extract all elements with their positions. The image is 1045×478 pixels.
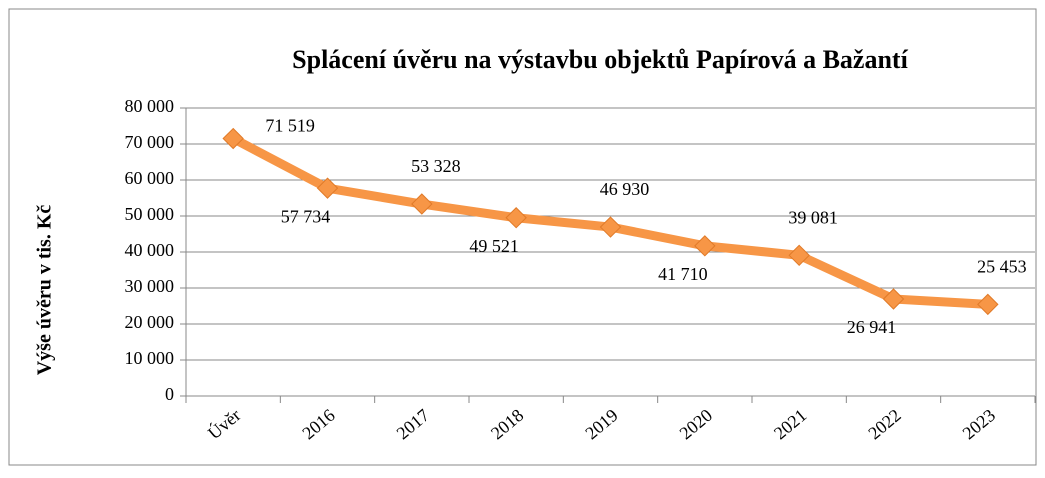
marker: [316, 177, 339, 199]
chart-frame: [8, 8, 1037, 466]
y-axis-label: Výše úvěru v tis. Kč: [34, 205, 56, 376]
data-label: 71 519: [265, 116, 315, 136]
y-tick-label: 60 000: [125, 168, 175, 188]
data-label: 53 328: [411, 156, 461, 176]
marker: [977, 293, 999, 316]
marker: [788, 244, 810, 267]
marker: [599, 216, 622, 238]
marker: [222, 127, 244, 150]
y-tick-label: 40 000: [125, 240, 175, 260]
marker: [882, 288, 905, 310]
y-tick-label: 30 000: [125, 276, 175, 296]
y-tick-label: 80 000: [125, 96, 175, 116]
y-tick-label: 0: [165, 384, 174, 404]
y-tick-label: 70 000: [125, 132, 175, 152]
data-label: 46 930: [600, 179, 650, 199]
data-label: 39 081: [788, 207, 838, 227]
y-tick-label: 10 000: [125, 348, 175, 368]
data-label: 25 453: [977, 256, 1027, 276]
chart-title: Splácení úvěru na výstavbu objektů Papír…: [292, 45, 908, 74]
data-label: 57 734: [281, 206, 331, 226]
marker: [505, 207, 527, 229]
y-tick-label: 50 000: [125, 204, 175, 224]
marker: [411, 193, 433, 215]
marker: [694, 235, 716, 257]
data-label: 49 521: [469, 236, 519, 256]
y-tick-label: 20 000: [125, 312, 175, 332]
data-label: 41 710: [658, 264, 708, 284]
data-label: 26 941: [847, 317, 897, 337]
